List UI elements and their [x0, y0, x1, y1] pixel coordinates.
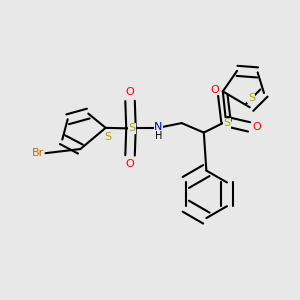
Text: N: N — [154, 122, 163, 132]
Text: S: S — [128, 124, 136, 134]
Text: S: S — [224, 118, 230, 128]
Text: S: S — [105, 132, 112, 142]
Text: S: S — [248, 93, 255, 103]
Text: O: O — [253, 122, 261, 132]
Text: H: H — [155, 131, 162, 141]
Text: O: O — [211, 85, 219, 94]
Text: Br: Br — [32, 148, 44, 158]
Text: O: O — [126, 87, 134, 97]
Text: O: O — [126, 159, 134, 169]
